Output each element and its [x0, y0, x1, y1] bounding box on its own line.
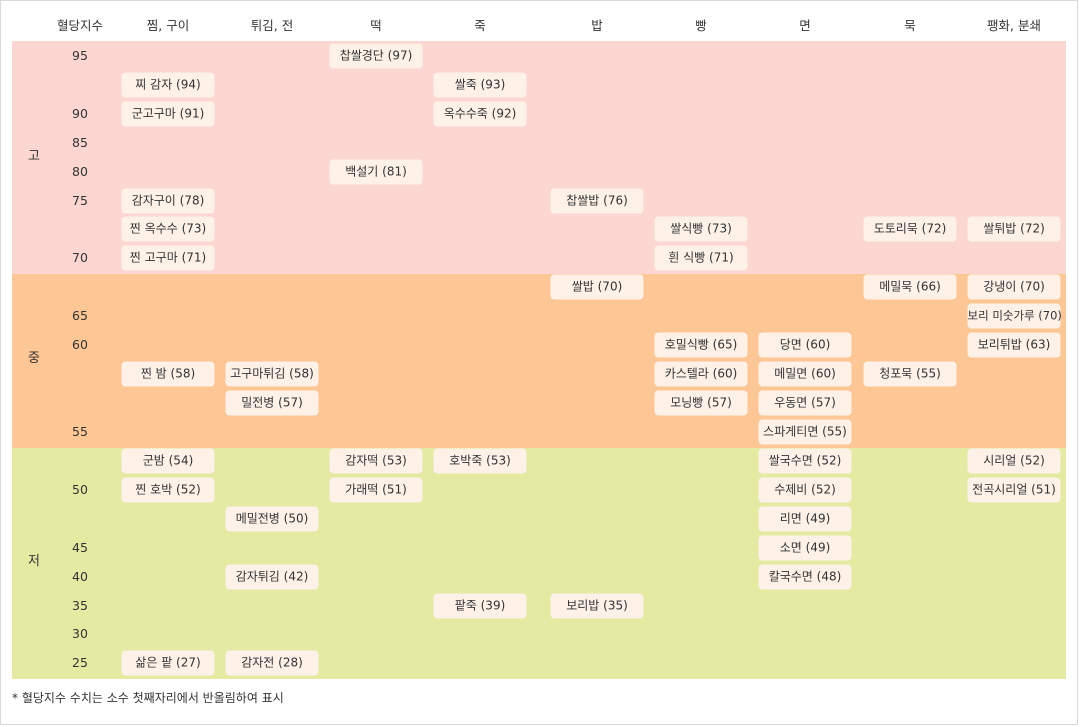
tick-75: 75 — [72, 193, 88, 208]
tick-55: 55 — [72, 424, 88, 439]
food-cell: 청포묵 (55) — [863, 361, 957, 387]
food-cell: 찹쌀밥 (76) — [550, 188, 644, 214]
food-cell: 당면 (60) — [758, 332, 852, 358]
tick-95: 95 — [72, 48, 88, 63]
food-cell: 군고구마 (91) — [121, 101, 215, 127]
header-gi: 혈당지수 — [56, 18, 104, 33]
food-cell: 전곡시리얼 (51) — [967, 477, 1061, 503]
tick-30: 30 — [72, 626, 88, 641]
food-cell: 강냉이 (70) — [967, 274, 1061, 300]
food-cell: 모닝빵 (57) — [654, 390, 748, 416]
food-cell: 보리튀밥 (63) — [967, 332, 1061, 358]
food-cell: 찐 고구마 (71) — [121, 245, 215, 271]
food-cell: 메밀면 (60) — [758, 361, 852, 387]
food-cell: 시리얼 (52) — [967, 448, 1061, 474]
food-cell: 찹쌀경단 (97) — [329, 43, 423, 69]
food-cell: 삶은 팥 (27) — [121, 650, 215, 676]
food-cell: 옥수수죽 (92) — [433, 101, 527, 127]
tick-50: 50 — [72, 482, 88, 497]
level-low: 저 — [28, 554, 40, 569]
food-cell: 고구마튀김 (58) — [225, 361, 319, 387]
tick-65: 65 — [72, 308, 88, 323]
header-rice: 밥 — [591, 18, 603, 33]
food-cell: 찌 감자 (94) — [121, 72, 215, 98]
food-cell: 수제비 (52) — [758, 477, 852, 503]
level-high: 고 — [28, 149, 40, 164]
food-cell: 메밀묵 (66) — [863, 274, 957, 300]
food-cell: 칼국수면 (48) — [758, 564, 852, 590]
food-cell: 흰 식빵 (71) — [654, 245, 748, 271]
food-cell: 찐 호박 (52) — [121, 477, 215, 503]
food-cell: 쌀국수면 (52) — [758, 448, 852, 474]
footnote: * 혈당지수 수치는 소수 첫째자리에서 반올림하여 표시 — [12, 691, 284, 705]
header-steam-roast: 찜, 구이 — [146, 18, 190, 33]
food-cell: 보리 미숫가루 (70) — [967, 303, 1062, 329]
tick-35: 35 — [72, 598, 88, 613]
tick-85: 85 — [72, 135, 88, 150]
tick-90: 90 — [72, 106, 88, 121]
food-cell: 찐 밤 (58) — [121, 361, 215, 387]
food-cell: 감자전 (28) — [225, 650, 319, 676]
header-noodle: 면 — [799, 18, 811, 33]
food-cell: 호박죽 (53) — [433, 448, 527, 474]
food-cell: 감자구이 (78) — [121, 188, 215, 214]
food-cell: 리면 (49) — [758, 506, 852, 532]
header-puffed: 팽화, 분쇄 — [987, 18, 1041, 33]
food-cell: 소면 (49) — [758, 535, 852, 561]
tick-25: 25 — [72, 655, 88, 670]
food-cell: 가래떡 (51) — [329, 477, 423, 503]
food-cell: 감자튀김 (42) — [225, 564, 319, 590]
tick-45: 45 — [72, 540, 88, 555]
food-cell: 보리밥 (35) — [550, 593, 644, 619]
food-cell: 밀전병 (57) — [225, 390, 319, 416]
food-cell: 카스텔라 (60) — [654, 361, 748, 387]
food-cell: 쌀밥 (70) — [550, 274, 644, 300]
food-cell: 쌀식빵 (73) — [654, 216, 748, 242]
tick-70: 70 — [72, 250, 88, 265]
food-cell: 스파게티면 (55) — [758, 419, 852, 445]
header-rice-cake: 떡 — [370, 18, 382, 33]
food-cell: 군밤 (54) — [121, 448, 215, 474]
header-bread: 빵 — [695, 18, 707, 33]
food-cell: 찐 옥수수 (73) — [121, 216, 215, 242]
tick-80: 80 — [72, 164, 88, 179]
header-fried: 튀김, 전 — [250, 18, 294, 33]
food-cell: 백설기 (81) — [329, 159, 423, 185]
food-cell: 도토리묵 (72) — [863, 216, 957, 242]
food-cell: 메밀전병 (50) — [225, 506, 319, 532]
tick-40: 40 — [72, 569, 88, 584]
header-jelly: 묵 — [904, 18, 916, 33]
food-cell: 쌀죽 (93) — [433, 72, 527, 98]
food-cell: 팥죽 (39) — [433, 593, 527, 619]
band-mid — [12, 274, 1066, 448]
tick-60: 60 — [72, 337, 88, 352]
food-cell: 감자떡 (53) — [329, 448, 423, 474]
header-porridge: 죽 — [474, 18, 486, 33]
food-cell: 호밀식빵 (65) — [654, 332, 748, 358]
level-mid: 중 — [28, 351, 40, 366]
food-cell: 쌀튀밥 (72) — [967, 216, 1061, 242]
food-cell: 우동면 (57) — [758, 390, 852, 416]
